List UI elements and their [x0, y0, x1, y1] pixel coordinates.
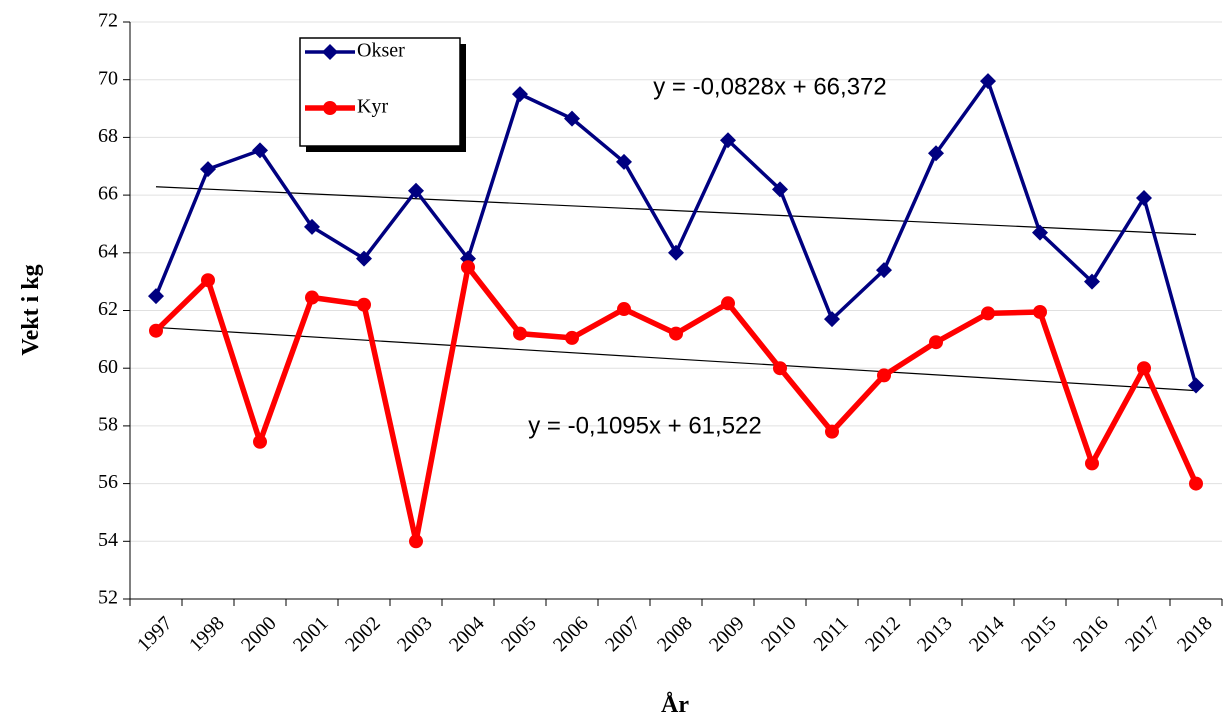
x-tick-label: 2011	[809, 612, 852, 655]
y-tick-label: 58	[98, 413, 118, 435]
marker	[513, 326, 527, 341]
trendline	[155, 326, 1197, 392]
marker	[1188, 377, 1204, 394]
marker	[564, 110, 580, 127]
marker	[720, 132, 736, 149]
x-tick-label: 1998	[185, 612, 229, 656]
marker	[772, 181, 788, 198]
marker	[616, 153, 632, 170]
trendline-equation: y = -0,0828x + 66,372	[653, 73, 887, 100]
marker	[721, 296, 735, 311]
x-tick-label: 2003	[393, 612, 437, 656]
marker	[408, 182, 424, 199]
marker	[617, 302, 631, 317]
marker	[305, 290, 319, 305]
marker	[668, 244, 684, 261]
marker	[981, 306, 995, 321]
marker	[1032, 224, 1048, 241]
trendline	[155, 186, 1197, 236]
y-tick-label: 52	[98, 587, 118, 609]
x-tick-label: 2017	[1121, 612, 1165, 656]
marker	[322, 44, 338, 60]
x-tick-label: 1997	[133, 612, 177, 656]
marker	[253, 434, 267, 449]
marker	[200, 161, 216, 178]
x-tick-label: 2002	[341, 612, 385, 656]
marker	[669, 326, 683, 341]
y-tick-label: 64	[98, 240, 118, 262]
x-tick-label: 2004	[445, 612, 489, 656]
legend: Okser Kyr	[299, 37, 466, 152]
x-tick-label: 2018	[1173, 612, 1217, 656]
y-tick-label: 60	[98, 356, 118, 378]
marker	[1085, 456, 1099, 471]
marker	[1189, 476, 1203, 491]
x-tick-label: 2007	[601, 612, 645, 656]
marker	[565, 330, 579, 345]
marker	[1033, 304, 1047, 319]
x-tick-label: 2010	[757, 612, 801, 656]
x-tick-label: 2014	[965, 612, 1009, 656]
marker	[1136, 189, 1152, 206]
legend-label: Kyr	[357, 96, 388, 118]
y-tick-label: 62	[98, 298, 118, 320]
x-tick-label: 2001	[289, 612, 333, 656]
marker	[825, 424, 839, 439]
marker	[824, 311, 840, 328]
y-tick-label: 72	[98, 10, 118, 32]
marker	[409, 534, 423, 549]
y-tick-label: 66	[98, 183, 118, 205]
marker	[1084, 273, 1100, 290]
marker	[201, 273, 215, 288]
y-axis-label: Vekt i kg	[18, 264, 44, 355]
x-tick-label: 2012	[861, 612, 905, 656]
x-tick-label: 2016	[1069, 612, 1113, 656]
marker	[928, 145, 944, 162]
marker	[356, 250, 372, 267]
y-tick-label: 54	[98, 529, 118, 551]
marker	[773, 361, 787, 376]
marker	[304, 218, 320, 235]
x-tick-label: 2000	[237, 612, 281, 656]
marker	[512, 86, 528, 103]
y-tick-label: 70	[98, 67, 118, 89]
marker	[149, 323, 163, 338]
marker	[357, 297, 371, 312]
marker	[323, 101, 337, 115]
marker	[1137, 361, 1151, 376]
marker	[877, 368, 891, 383]
y-tick-label: 68	[98, 125, 118, 147]
legend-label: Okser	[357, 40, 405, 62]
marker	[876, 262, 892, 279]
y-tick-label: 56	[98, 471, 118, 493]
marker	[980, 73, 996, 90]
x-tick-label: 2005	[497, 612, 541, 656]
marker	[929, 335, 943, 350]
x-tick-label: 2009	[705, 612, 749, 656]
x-axis-label: År	[661, 692, 689, 718]
x-tick-label: 2013	[913, 612, 957, 656]
marker	[148, 288, 164, 305]
x-tick-label: 2008	[653, 612, 697, 656]
x-tick-label: 2006	[549, 612, 593, 656]
marker	[252, 142, 268, 159]
trendline-equation: y = -0,1095x + 61,522	[528, 412, 762, 439]
marker	[461, 260, 475, 275]
x-tick-label: 2015	[1017, 612, 1061, 656]
